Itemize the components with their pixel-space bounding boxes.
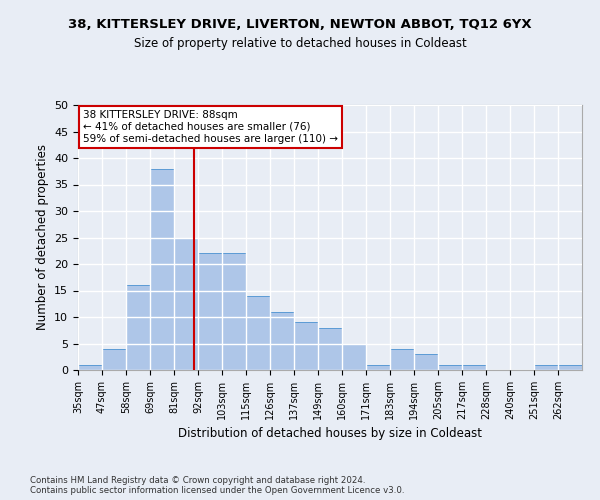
- Bar: [534, 364, 558, 370]
- Bar: [390, 349, 414, 370]
- Bar: [438, 364, 462, 370]
- Bar: [294, 322, 318, 370]
- Text: 38, KITTERSLEY DRIVE, LIVERTON, NEWTON ABBOT, TQ12 6YX: 38, KITTERSLEY DRIVE, LIVERTON, NEWTON A…: [68, 18, 532, 30]
- Bar: [318, 328, 342, 370]
- Bar: [102, 349, 126, 370]
- X-axis label: Distribution of detached houses by size in Coldeast: Distribution of detached houses by size …: [178, 428, 482, 440]
- Bar: [198, 254, 222, 370]
- Y-axis label: Number of detached properties: Number of detached properties: [35, 144, 49, 330]
- Bar: [414, 354, 438, 370]
- Bar: [270, 312, 294, 370]
- Bar: [558, 364, 582, 370]
- Bar: [174, 238, 198, 370]
- Bar: [78, 364, 102, 370]
- Bar: [126, 285, 150, 370]
- Bar: [462, 364, 486, 370]
- Bar: [150, 168, 174, 370]
- Bar: [222, 254, 246, 370]
- Text: Contains HM Land Registry data © Crown copyright and database right 2024.
Contai: Contains HM Land Registry data © Crown c…: [30, 476, 404, 495]
- Text: 38 KITTERSLEY DRIVE: 88sqm
← 41% of detached houses are smaller (76)
59% of semi: 38 KITTERSLEY DRIVE: 88sqm ← 41% of deta…: [83, 110, 338, 144]
- Bar: [342, 344, 366, 370]
- Bar: [246, 296, 270, 370]
- Bar: [366, 364, 390, 370]
- Text: Size of property relative to detached houses in Coldeast: Size of property relative to detached ho…: [134, 38, 466, 51]
